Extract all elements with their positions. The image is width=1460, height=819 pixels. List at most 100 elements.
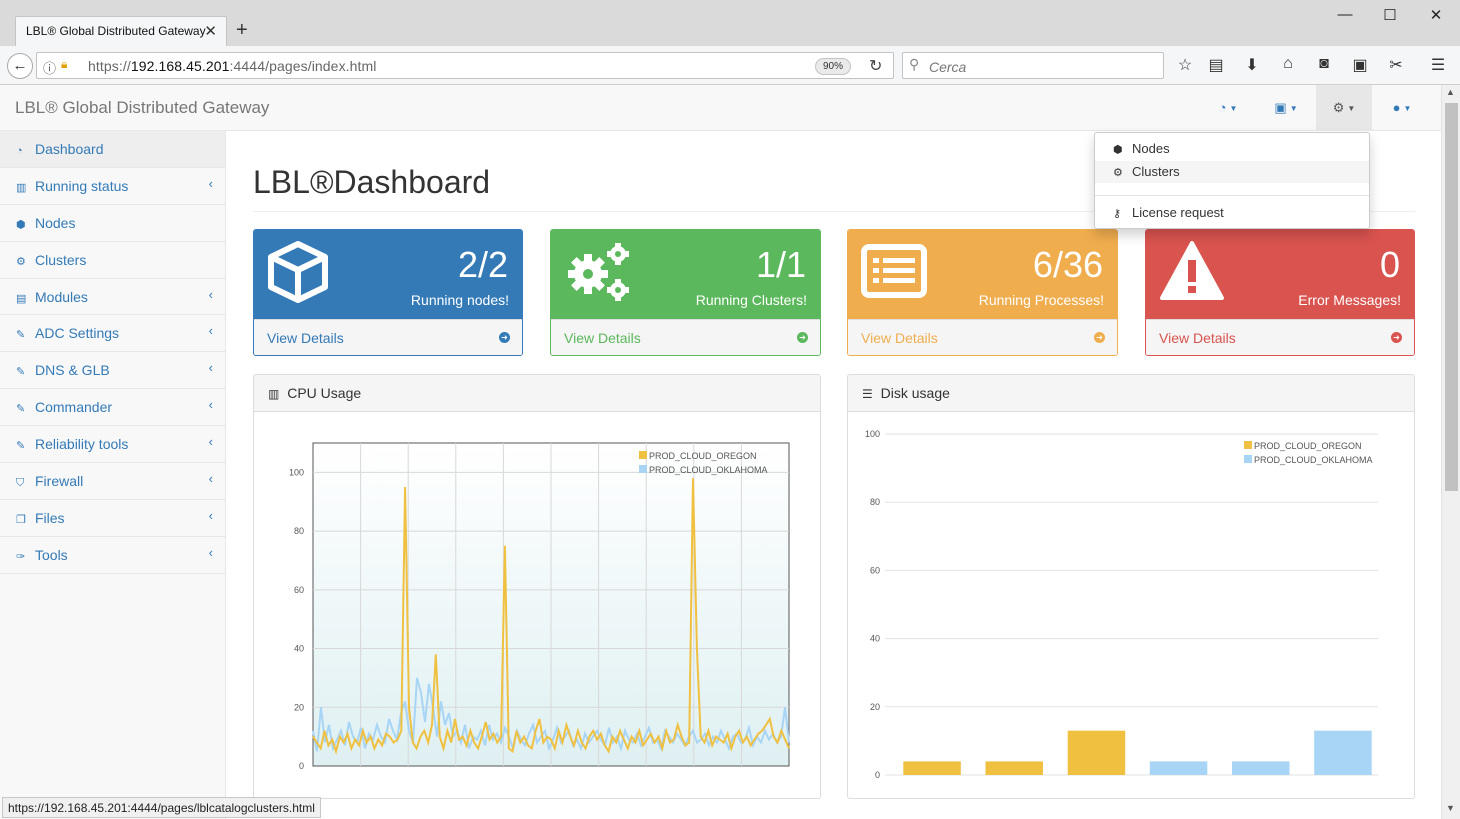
maximize-icon[interactable]: ☐ [1383, 7, 1397, 24]
bookmark-star-icon[interactable]: ☆ [1177, 57, 1193, 74]
reading-list-icon[interactable]: ▤ [1208, 57, 1224, 74]
sidebar: ◔ Dashboard ▥ Running status ‹ ⬢ Nodes ⚙ Cluster… [0, 131, 226, 819]
minimize-icon[interactable]: — [1337, 6, 1353, 23]
sidebar-item-modules[interactable]: ▤ Modules ‹ [0, 279, 225, 316]
chevron-left-icon: ‹ [208, 286, 213, 302]
app-navbar: LBL® Global Distributed Gateway ◔ ▼ ▣ ▼ ⚙ ▼… [0, 85, 1441, 131]
menu-item-nodes[interactable]: ⬢ Nodes [1095, 138, 1369, 160]
menu-item-license-request[interactable]: ⚷ License request [1095, 202, 1369, 224]
search-placeholder: Cerca [929, 59, 967, 75]
zoom-level[interactable]: 90% [815, 58, 851, 75]
pocket-icon[interactable]: ◙ [1319, 55, 1329, 72]
save-menu-icon[interactable]: ▣ ▼ [1274, 100, 1298, 115]
app-brand[interactable]: LBL® Global Distributed Gateway [15, 98, 270, 117]
sidebar-item-files[interactable]: ❐ Files ‹ [0, 500, 225, 537]
dashboard-icon: ◔ [16, 145, 23, 157]
disk-usage-header: ☰ Disk usage [848, 375, 1414, 412]
download-icon[interactable]: ⬇ [1245, 57, 1259, 74]
bar [1067, 730, 1126, 775]
info-icon[interactable]: ⓘ [43, 61, 57, 76]
view-details-link[interactable]: View Details ➜ [551, 319, 820, 355]
insecure-lock-icon[interactable]: 🔒︎ [61, 57, 68, 71]
dashboard-menu-icon[interactable]: ◔ ▼ [1218, 100, 1238, 115]
scroll-down-icon[interactable]: ▼ [1446, 803, 1455, 813]
close-tab-icon[interactable]: ✕ [204, 23, 217, 40]
sidebar-item-nodes[interactable]: ⬢ Nodes [0, 205, 225, 242]
sidebar-item-label: Commander [35, 399, 113, 416]
sidebar-item-reliability-tools[interactable]: ✎ Reliability tools ‹ [0, 426, 225, 464]
series-line [312, 478, 790, 755]
cube-icon [268, 241, 328, 303]
sidebar-item-dashboard[interactable]: ◔ Dashboard [0, 131, 225, 168]
view-details-link[interactable]: View Details ➜ [848, 319, 1117, 355]
y-tick-label: 80 [870, 497, 880, 507]
browser-tab-bar: LBL® Global Distributed Gateway ✕ + — ☐ … [0, 0, 1460, 46]
legend-label: PROD_CLOUD_OKLAHOMA [1254, 455, 1373, 465]
chevron-left-icon: ‹ [208, 471, 213, 487]
list-alt-icon [861, 244, 927, 298]
list-icon: ▤ [16, 292, 27, 305]
window-close-icon[interactable]: ✕ [1429, 7, 1443, 24]
settings-menu-icon[interactable]: ⚙ ▼ [1316, 85, 1372, 131]
legend-label: PROD_CLOUD_OREGON [649, 451, 757, 461]
sidebar-item-firewall[interactable]: ⛉ Firewall ‹ [0, 463, 225, 500]
chevron-left-icon: ‹ [208, 397, 213, 413]
screenshot-icon[interactable]: ✂ [1389, 57, 1403, 74]
browser-tab[interactable]: LBL® Global Distributed Gateway ✕ [15, 16, 227, 46]
sidebar-item-tools[interactable]: ✑ Tools ‹ [0, 537, 225, 574]
arrow-circle-right-icon: ➜ [1094, 332, 1105, 343]
bar [1149, 761, 1208, 775]
home-icon[interactable]: ⌂ [1283, 55, 1293, 72]
legend-label: PROD_CLOUD_OKLAHOMA [649, 465, 768, 475]
chart-title: CPU Usage [287, 385, 362, 401]
sidebar-item-dns-glb[interactable]: ✎ DNS & GLB ‹ [0, 352, 225, 390]
panel-label: Running Processes! [978, 292, 1104, 308]
view-details-link[interactable]: View Details ➜ [1146, 319, 1414, 355]
disk-usage-chart: 0 20 40 60 80 100 PROD_CLOUD_OREGON PROD_CLOUD_… [865, 429, 1378, 780]
menu-item-label: License request [1132, 205, 1224, 220]
sidebar-item-adc-settings[interactable]: ✎ ADC Settings ‹ [0, 315, 225, 353]
new-tab-icon[interactable]: + [236, 19, 248, 41]
sidebar-item-label: Dashboard [35, 141, 104, 157]
extension-icon[interactable]: ▣ [1352, 57, 1368, 74]
sidebar-item-clusters[interactable]: ⚙ Clusters [0, 242, 225, 279]
status-url: https://192.168.45.201:4444/pages/lblcat… [2, 797, 321, 818]
page-title: LBL®Dashboard [253, 164, 491, 200]
sidebar-item-commander[interactable]: ✎ Commander ‹ [0, 389, 225, 427]
database-icon: ☰ [862, 387, 873, 401]
y-tick-label: 60 [870, 565, 880, 575]
bar [1314, 730, 1372, 775]
sidebar-item-label: DNS & GLB [35, 362, 110, 379]
url-bar[interactable]: ⓘ 🔒︎ https://192.168.45.201:4444/pages/i… [36, 52, 894, 79]
back-arrow-icon[interactable]: ← [7, 53, 33, 79]
view-details-link[interactable]: View Details ➜ [254, 319, 522, 355]
scrollbar-thumb[interactable] [1445, 103, 1458, 491]
bar-chart-icon: ▥ [268, 387, 280, 401]
tab-title: LBL® Global Distributed Gateway [26, 24, 206, 38]
sidebar-item-label: Nodes [35, 214, 76, 231]
panel-count: 1/1 [755, 244, 806, 285]
panel-label: Error Messages! [1298, 292, 1401, 308]
search-input[interactable]: ⚲ Cerca [902, 52, 1164, 79]
arrow-circle-right-icon: ➜ [1391, 332, 1402, 343]
y-tick-label: 100 [865, 429, 880, 439]
y-tick-label: 100 [289, 467, 304, 477]
chevron-left-icon: ‹ [208, 434, 213, 450]
edit-icon: ✎ [16, 440, 26, 453]
panel-running-processes: 6/36 Running Processes! View Details ➜ [847, 229, 1118, 356]
y-tick-label: 20 [294, 702, 304, 712]
sidebar-item-running-status[interactable]: ▥ Running status ‹ [0, 168, 225, 205]
search-icon: ⚲ [909, 56, 920, 72]
panel-count: 0 [1379, 244, 1400, 285]
browser-toolbar: ← ⓘ 🔒︎ https://192.168.45.201:4444/pages… [0, 46, 1460, 85]
menu-item-clusters[interactable]: ⚙ Clusters [1095, 161, 1369, 183]
vertical-scrollbar[interactable]: ▲ ▼ [1441, 85, 1460, 819]
user-menu-icon[interactable]: ● ▼ [1392, 100, 1412, 115]
bar [903, 761, 961, 775]
sidebar-item-label: Modules [35, 288, 88, 305]
panel-label: Running nodes! [410, 292, 509, 308]
menu-icon[interactable]: ☰ [1430, 57, 1446, 74]
files-icon: ❐ [16, 513, 26, 526]
reload-icon[interactable]: ↻ [869, 58, 883, 75]
scroll-up-icon[interactable]: ▲ [1446, 87, 1455, 97]
